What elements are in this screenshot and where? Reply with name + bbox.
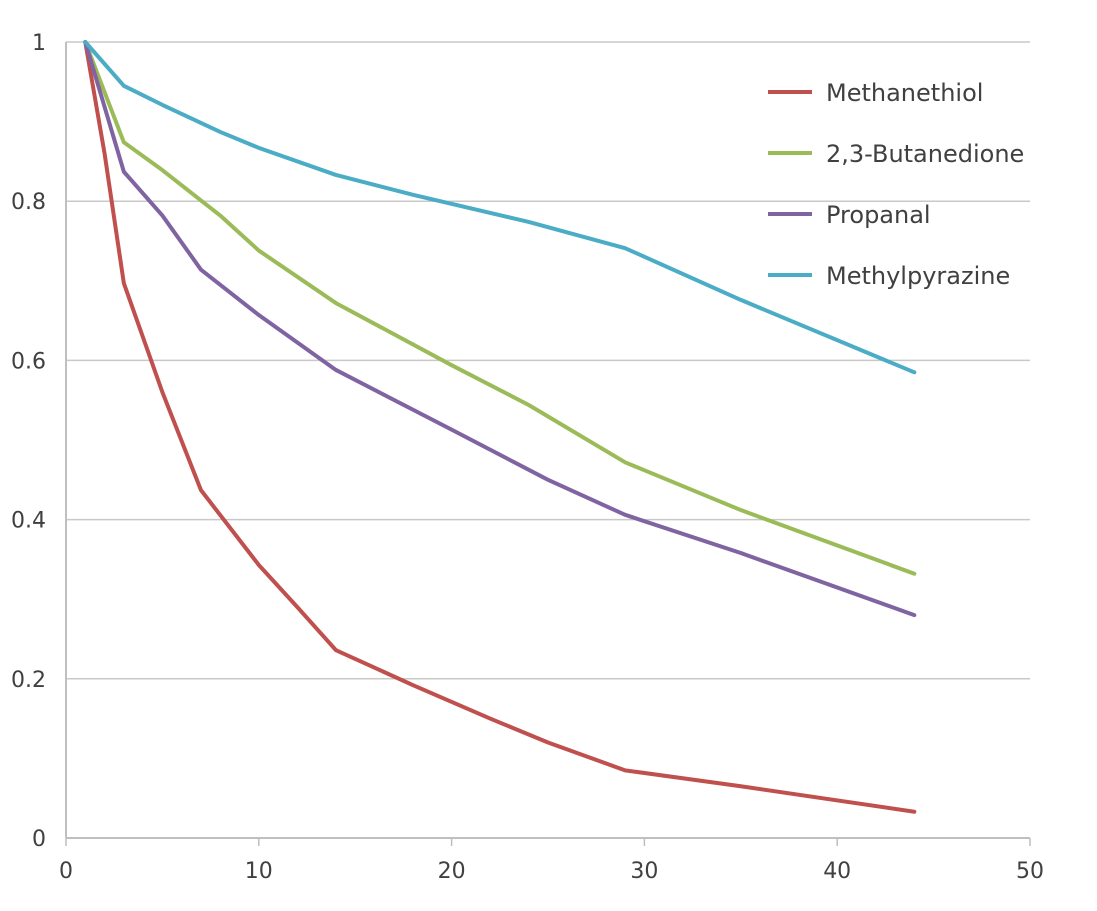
legend-label: 2,3-Butanedione bbox=[826, 140, 1024, 168]
legend-label: Methanethiol bbox=[826, 79, 983, 107]
x-tick-label: 10 bbox=[245, 859, 273, 884]
y-tick-label: 0.8 bbox=[11, 190, 46, 215]
series-line-2-3-butanedione bbox=[83, 40, 917, 576]
legend-label: Propanal bbox=[826, 201, 931, 229]
y-tick-label: 0.2 bbox=[11, 668, 46, 693]
legend-label: Methylpyrazine bbox=[826, 262, 1010, 290]
series-line-propanal bbox=[83, 40, 917, 618]
x-tick-label: 30 bbox=[630, 859, 658, 884]
x-tick-label: 0 bbox=[59, 859, 73, 884]
x-tick-label: 50 bbox=[1016, 859, 1044, 884]
y-tick-label: 0 bbox=[32, 827, 46, 852]
series-line-methylpyrazine bbox=[83, 40, 917, 375]
y-tick-label: 0.4 bbox=[11, 509, 46, 534]
x-tick-label: 40 bbox=[823, 859, 851, 884]
y-tick-label: 0.6 bbox=[11, 349, 46, 374]
y-tick-label: 1 bbox=[32, 31, 46, 56]
series-line-methanethiol bbox=[83, 40, 917, 814]
x-tick-label: 20 bbox=[438, 859, 466, 884]
